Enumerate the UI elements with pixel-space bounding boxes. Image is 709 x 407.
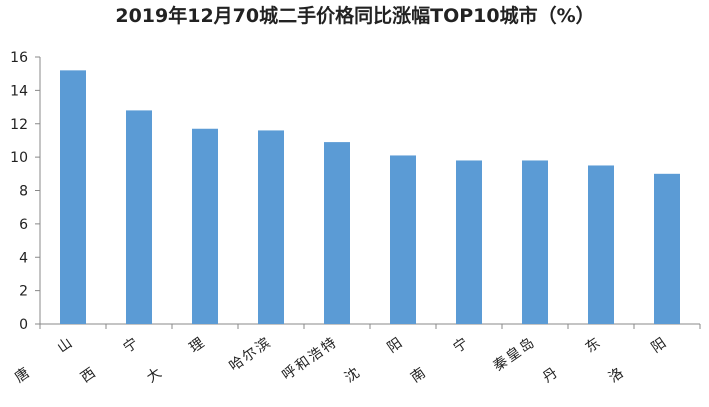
y-tick-label: 6 [19,217,28,233]
bar [588,165,614,324]
y-tick-label: 12 [10,117,28,133]
bar [126,110,152,325]
x-tick-label: 秦皇岛 [490,334,538,375]
bar [522,160,548,324]
bar [456,160,482,324]
y-tick-label: 2 [19,284,28,300]
bar [390,155,416,324]
x-tick-label: 哈尔滨 [226,334,274,375]
bar [192,128,218,324]
bar [654,173,680,324]
y-tick-label: 14 [10,83,28,99]
y-tick-label: 10 [10,150,28,166]
bar [258,130,284,324]
y-tick-label: 4 [19,250,28,266]
bar [60,70,86,324]
chart-title: 2019年12月70城二手价格同比涨幅TOP10城市（%） [115,4,594,27]
y-tick-label: 16 [10,50,28,66]
y-tick-label: 8 [19,184,28,200]
bar [324,142,350,324]
x-tick-label: 呼和浩特 [279,334,341,384]
y-tick-label: 0 [19,317,28,333]
